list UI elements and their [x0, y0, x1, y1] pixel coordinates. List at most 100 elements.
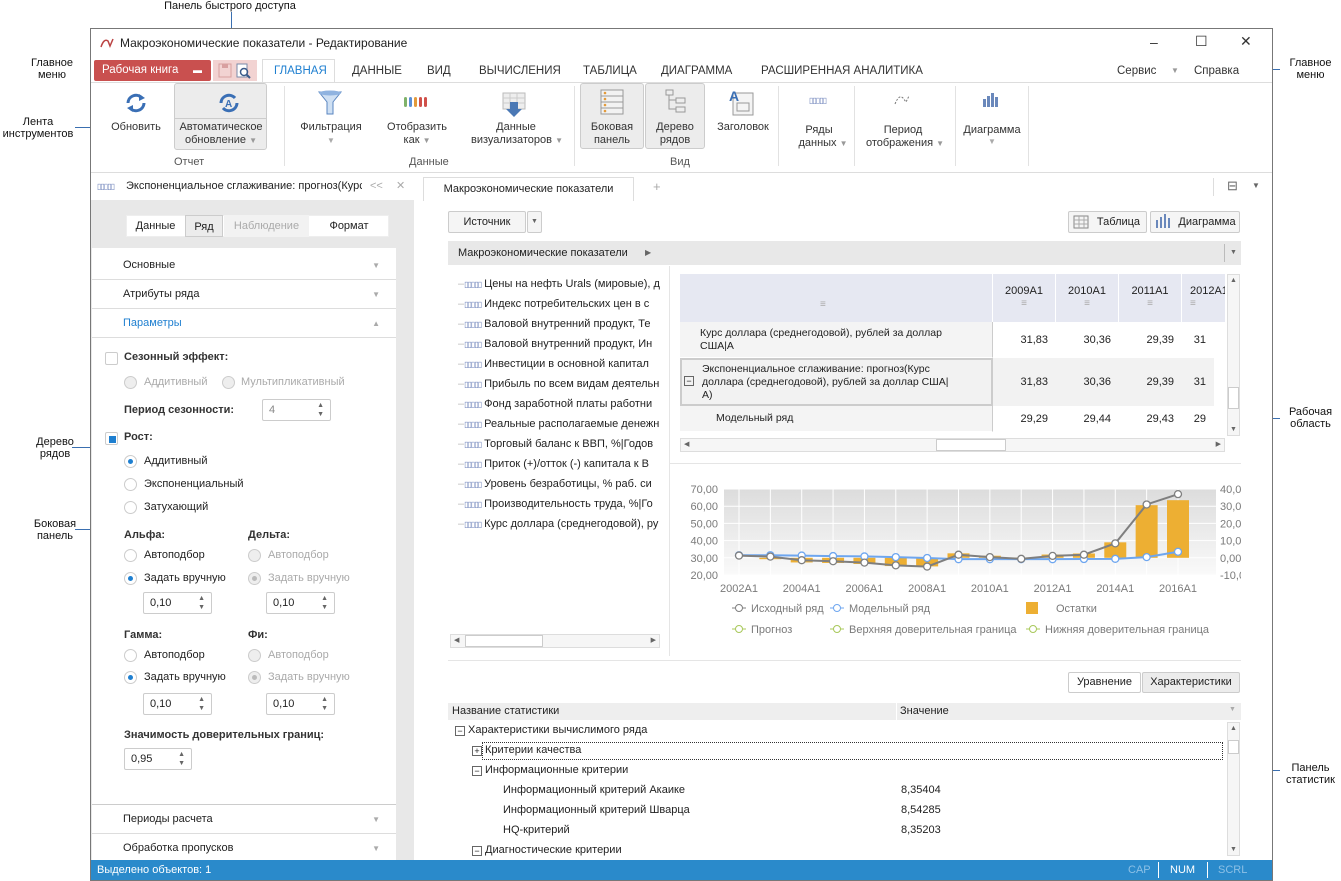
tree-item[interactable]: –▯▯▯▯▯ Цены на нефть Urals (мировые), д — [458, 278, 660, 290]
tree-item[interactable]: –▯▯▯▯▯ Фонд заработной платы работни — [458, 398, 653, 410]
data-point[interactable] — [1111, 539, 1120, 548]
side-tab-series[interactable]: Ряд — [185, 215, 223, 237]
close-panel-button[interactable]: ✕ — [396, 180, 406, 192]
stats-vscrollbar[interactable]: ▲ ▼ — [1227, 722, 1240, 856]
save-icon[interactable] — [218, 63, 232, 78]
stats-col-value[interactable]: Значение — [900, 705, 949, 717]
tab-home[interactable]: ГЛАВНАЯ — [274, 65, 327, 77]
stats-row-label[interactable]: Информационный критерий Акаике — [503, 784, 686, 796]
data-point[interactable] — [734, 551, 744, 560]
data-point[interactable] — [1173, 547, 1183, 556]
phi-manual-radio[interactable] — [248, 671, 261, 684]
section-series-attributes[interactable]: Атрибуты ряда ▼ — [92, 280, 396, 309]
tree-item[interactable]: –▯▯▯▯▯ Производительность труда, %|Го — [458, 498, 653, 510]
gamma-manual-radio[interactable] — [124, 671, 137, 684]
row-header[interactable]: Экспоненциальное сглаживание: прогноз(Ку… — [680, 358, 993, 406]
row-header[interactable]: Курс доллара (среднегодовой), рублей за … — [680, 322, 993, 358]
section-calc-periods[interactable]: Периоды расчета ▼ — [92, 805, 396, 834]
equation-button[interactable]: Уравнение — [1068, 672, 1141, 693]
breadcrumb[interactable]: Макроэкономические показатели — [458, 247, 628, 259]
series-tree-button[interactable] — [645, 83, 705, 149]
section-basic[interactable]: Основные ▼ — [92, 251, 396, 280]
table-cell[interactable]: 29,39 — [1119, 322, 1182, 358]
table-cell[interactable]: 30,36 — [1056, 322, 1119, 358]
table-cell[interactable]: 29,39 — [1119, 358, 1182, 406]
delta-auto-radio[interactable] — [248, 549, 261, 562]
source-button[interactable]: Источник — [448, 211, 526, 233]
confidence-input[interactable]: 0,95 ▲ ▼ — [124, 748, 192, 770]
data-point[interactable] — [985, 552, 995, 562]
tree-item[interactable]: –▯▯▯▯▯ Уровень безработицы, % раб. си — [458, 478, 652, 490]
side-tab-data[interactable]: Данные — [135, 220, 176, 232]
display-period-button[interactable]: Период — [883, 124, 923, 136]
phi-auto-radio[interactable] — [248, 649, 261, 662]
side-panel-button[interactable] — [580, 83, 644, 149]
growth-damped-radio[interactable] — [124, 501, 137, 514]
filter-button[interactable]: Фильтрация — [300, 121, 362, 133]
stats-row-label[interactable]: Диагностические критерии — [485, 844, 622, 856]
tree-item[interactable]: –▯▯▯▯▯ Прибыль по всем видам деятельн — [458, 378, 660, 390]
tab-chart[interactable]: ДИАГРАММА — [661, 65, 733, 77]
tree-item[interactable]: –▯▯▯▯▯ Приток (+)/отток (-) капитала к В — [458, 458, 649, 470]
phi-input[interactable]: 0,10 ▲ ▼ — [266, 693, 335, 715]
maximize-button[interactable]: ☐ — [1195, 33, 1208, 49]
delta-input[interactable]: 0,10 ▲ ▼ — [266, 592, 335, 614]
section-missing-data[interactable]: Обработка пропусков ▼ — [92, 834, 396, 860]
residual-bar[interactable] — [1167, 500, 1189, 558]
display-as-button[interactable]: Отобразить — [387, 121, 447, 133]
data-point[interactable] — [922, 562, 932, 571]
table-cell[interactable]: 30,36 — [1056, 358, 1119, 406]
characteristics-button[interactable]: Характеристики — [1142, 672, 1240, 693]
growth-checkbox[interactable] — [105, 432, 118, 445]
filter-icon[interactable]: ≡ — [820, 299, 826, 310]
chart-view-button[interactable]: Диаграмма — [1150, 211, 1240, 233]
table-hscrollbar[interactable]: ◀ ▶ — [680, 438, 1225, 452]
collapse-toggle[interactable]: − — [455, 726, 465, 736]
preview-icon[interactable] — [236, 63, 252, 79]
tree-item[interactable]: –▯▯▯▯▯ Валовой внутренний продукт, Ин — [458, 338, 653, 350]
table-cell[interactable]: 31 — [1182, 358, 1214, 406]
table-cell[interactable]: 31,83 — [993, 322, 1056, 358]
tree-item[interactable]: –▯▯▯▯▯ Реальные располагаемые денежн — [458, 418, 660, 430]
data-point[interactable] — [1111, 554, 1120, 563]
tab-data[interactable]: ДАННЫЕ — [352, 65, 402, 77]
gamma-input[interactable]: 0,10 ▲ ▼ — [143, 693, 212, 715]
auto-refresh-button[interactable] — [174, 83, 267, 150]
data-point[interactable] — [1017, 554, 1026, 563]
alpha-auto-radio[interactable] — [124, 549, 137, 562]
seasonal-additive-radio[interactable] — [124, 376, 137, 389]
data-point[interactable] — [891, 561, 900, 570]
source-dropdown-button[interactable]: ▼ — [527, 211, 542, 233]
add-tab-button[interactable]: + — [653, 179, 661, 194]
column-header[interactable]: 2010A1 ≡ — [1056, 274, 1119, 322]
tree-item[interactable]: –▯▯▯▯▯ Индекс потребительских цен в с — [458, 298, 650, 310]
collapse-panel-button[interactable]: << — [370, 180, 383, 192]
residual-bar[interactable] — [1135, 505, 1158, 558]
data-point[interactable] — [797, 556, 806, 565]
close-button[interactable]: ✕ — [1240, 33, 1252, 49]
layout-dropdown-icon[interactable]: ▼ — [1252, 181, 1260, 190]
data-point[interactable] — [766, 552, 775, 561]
alpha-input[interactable]: 0,10 ▲ ▼ — [143, 592, 212, 614]
data-point[interactable] — [1173, 490, 1183, 499]
chart-button[interactable]: Диаграмма — [963, 124, 1021, 136]
alpha-manual-radio[interactable] — [124, 572, 137, 585]
tree-item[interactable]: –▯▯▯▯▯ Инвестиции в основной капитал — [458, 358, 649, 370]
data-series-button[interactable]: Ряды — [805, 124, 833, 136]
stats-row-label[interactable]: HQ-критерий — [503, 824, 570, 836]
stats-row-label[interactable]: Информационный критерий Шварца — [503, 804, 690, 816]
side-tab-observation[interactable]: Наблюдение — [224, 215, 309, 237]
growth-exponential-radio[interactable] — [124, 478, 137, 491]
seasonal-multiplicative-radio[interactable] — [222, 376, 235, 389]
growth-additive-radio[interactable] — [124, 455, 137, 468]
collapse-toggle[interactable]: − — [472, 846, 482, 856]
workbook-menu-button[interactable]: Рабочая книга ▬ — [94, 60, 211, 81]
table-cell[interactable]: 29,43 — [1119, 406, 1182, 432]
tree-item[interactable]: –▯▯▯▯▯ Курс доллара (среднегодовой), ру — [458, 518, 659, 530]
data-point[interactable] — [1142, 552, 1151, 562]
table-cell[interactable]: 29 — [1182, 406, 1214, 432]
layout-icon[interactable]: ⊟ — [1227, 178, 1238, 193]
table-cell[interactable]: 29,44 — [1056, 406, 1119, 432]
expand-toggle[interactable]: + — [472, 746, 482, 756]
data-point[interactable] — [1142, 500, 1151, 509]
